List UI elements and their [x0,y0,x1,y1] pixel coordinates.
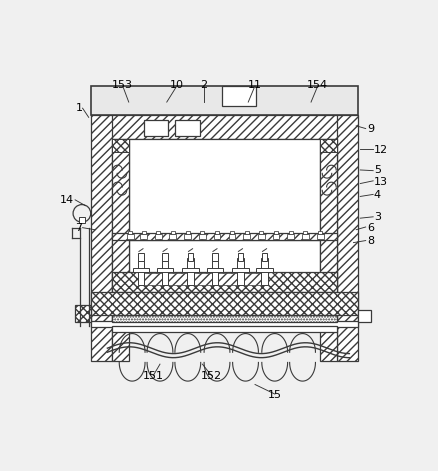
Bar [207,268,223,273]
Bar [145,273,162,284]
Bar [128,231,132,234]
Bar [144,121,168,136]
Bar [230,231,234,234]
Bar [188,253,193,261]
Bar [112,315,337,322]
Bar [157,268,173,273]
Bar [317,234,324,238]
Bar [138,258,145,284]
Bar [170,234,176,238]
Bar [302,234,309,238]
Bar [243,234,250,238]
Bar [223,86,256,106]
Bar [138,253,144,261]
Bar [141,231,146,234]
Bar [171,231,175,234]
Bar [175,121,200,136]
Text: 3: 3 [374,212,381,222]
Bar [156,231,160,234]
Bar [200,231,205,234]
Bar [92,86,357,115]
Bar [287,234,294,238]
Bar [261,258,268,284]
Text: 7: 7 [75,223,83,233]
Bar [320,139,337,152]
Bar [92,321,357,327]
Bar [75,305,92,322]
Bar [130,139,320,234]
Bar [194,273,212,284]
Text: 8: 8 [367,236,374,246]
Bar [357,310,371,322]
Bar [244,231,249,234]
Bar [162,258,169,284]
Bar [244,273,261,284]
Bar [215,231,219,234]
Bar [199,234,206,238]
Bar [182,268,199,273]
Bar [155,234,162,238]
Bar [127,234,134,238]
Bar [162,253,168,261]
Bar [140,234,147,238]
Bar [112,139,130,152]
Bar [303,231,307,234]
Bar [258,234,265,238]
Bar [112,234,337,240]
Bar [238,253,243,261]
Text: 5: 5 [374,165,381,175]
Bar [256,268,273,273]
Bar [214,234,220,238]
Text: 12: 12 [374,145,388,154]
Bar [112,326,337,332]
Text: 1: 1 [76,103,83,113]
Bar [95,115,354,139]
Bar [229,234,235,238]
Text: 11: 11 [248,80,262,90]
Bar [262,253,267,261]
Text: 10: 10 [170,80,184,90]
Text: 13: 13 [374,177,388,187]
Bar [237,258,244,284]
Bar [259,231,263,234]
Bar [289,231,293,234]
Text: 9: 9 [367,124,374,134]
Bar [169,273,187,284]
Bar [187,258,194,284]
Bar [318,231,322,234]
Bar [133,268,149,273]
Bar [92,292,357,315]
Bar [130,240,320,285]
Text: 6: 6 [367,223,374,233]
Bar [78,218,85,223]
Bar [92,115,112,361]
Bar [232,268,249,273]
Text: 153: 153 [112,80,133,90]
Bar [112,139,130,361]
Text: 14: 14 [60,195,74,205]
Bar [274,231,278,234]
Bar [184,234,191,238]
Text: 15: 15 [268,390,282,400]
Bar [337,115,357,361]
Bar [320,139,337,361]
Text: 2: 2 [201,80,208,90]
Bar [212,253,218,261]
Bar [273,234,279,238]
Text: 4: 4 [374,190,381,201]
Text: 152: 152 [201,371,222,382]
Bar [212,258,219,284]
Bar [186,231,190,234]
Text: 151: 151 [143,371,164,382]
Bar [112,273,337,292]
Text: 154: 154 [307,80,328,90]
Bar [219,273,237,284]
